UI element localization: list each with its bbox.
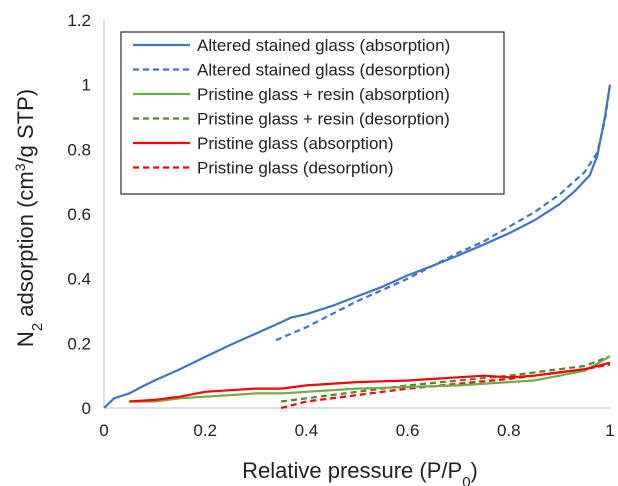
y-tick-label: 1.2 [67, 11, 91, 30]
y-axis-title: N2 adsorption (cm3/g STP) [12, 89, 46, 347]
series-layer [103, 84, 612, 410]
series-line-3 [129, 355, 611, 403]
x-tick-label: 0.6 [396, 421, 420, 440]
x-tick-labels: 0 0.2 0.4 0.6 0.8 1 [99, 421, 614, 440]
x-axis-title: Relative pressure (P/P0) [242, 458, 478, 486]
series-line-1 [103, 84, 612, 409]
legend-label: Altered stained glass (absorption) [197, 36, 450, 55]
series-line-2 [275, 84, 612, 342]
series-line-6 [280, 363, 611, 410]
x-tick-label: 1 [605, 421, 614, 440]
y-tick-label: 0.8 [67, 140, 91, 159]
x-tick-label: 0.8 [497, 421, 521, 440]
y-tick-label: 0 [82, 399, 91, 418]
y-tick-label: 0.2 [67, 334, 91, 353]
x-tick-label: 0 [99, 421, 108, 440]
series-line-4 [280, 355, 611, 403]
legend: Altered stained glass (absorption) Altere… [120, 31, 505, 195]
axes [103, 20, 610, 409]
y-tick-label: 0.4 [67, 270, 91, 289]
x-tick-label: 0.2 [193, 421, 217, 440]
legend-label: Pristine glass + resin (absorption) [197, 85, 450, 104]
legend-label: Pristine glass + resin (desorption) [197, 110, 450, 129]
series-line-5 [129, 361, 611, 403]
x-tick-label: 0.4 [295, 421, 319, 440]
legend-label: Altered stained glass (desorption) [197, 61, 450, 80]
y-tick-label: 0.6 [67, 205, 91, 224]
y-tick-label: 1 [82, 76, 91, 95]
legend-label: Pristine glass (desorption) [197, 159, 394, 178]
y-tick-labels: 0 0.2 0.4 0.6 0.8 1 1.2 [67, 11, 91, 418]
legend-label: Pristine glass (absorption) [197, 134, 394, 153]
